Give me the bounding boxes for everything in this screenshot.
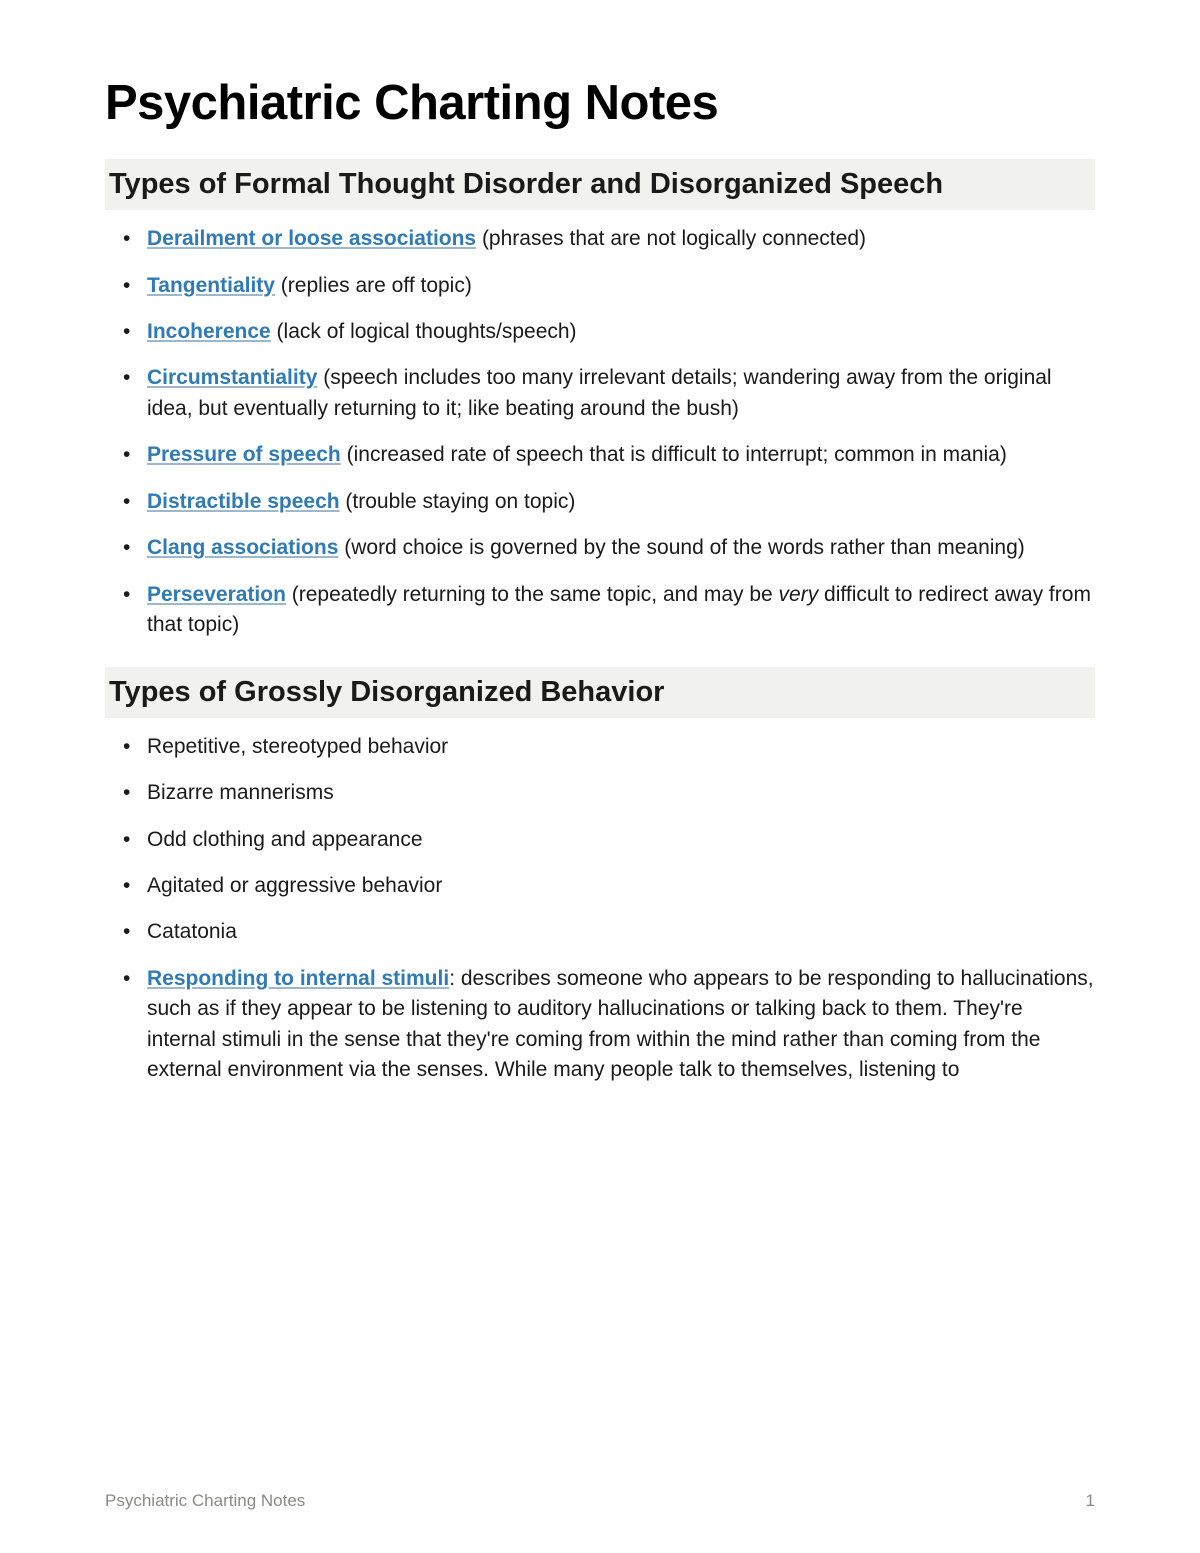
list-item: Agitated or aggressive behavior <box>105 871 1095 901</box>
item-text: Repetitive, stereotyped behavior <box>147 735 448 758</box>
term-description: (trouble staying on topic) <box>340 490 576 513</box>
list-item: Distractible speech (trouble staying on … <box>105 487 1095 517</box>
section2-heading: Types of Grossly Disorganized Behavior <box>105 667 1095 718</box>
list-item: Bizarre mannerisms <box>105 778 1095 808</box>
item-text: Agitated or aggressive behavior <box>147 874 442 897</box>
document-page: Psychiatric Charting Notes Types of Form… <box>0 0 1200 1086</box>
term-link[interactable]: Pressure of speech <box>147 443 341 466</box>
term-link[interactable]: Tangentiality <box>147 274 275 297</box>
list-item: Clang associations (word choice is gover… <box>105 533 1095 563</box>
list-item: Tangentiality (replies are off topic) <box>105 271 1095 301</box>
footer-title: Psychiatric Charting Notes <box>105 1491 305 1511</box>
footer-page-number: 1 <box>1086 1491 1095 1511</box>
term-description: (replies are off topic) <box>275 274 472 297</box>
term-link[interactable]: Distractible speech <box>147 490 340 513</box>
term-link[interactable]: Circumstantiality <box>147 366 317 389</box>
list-item: Responding to internal stimuli: describe… <box>105 964 1095 1086</box>
term-description: (repeatedly returning to the same topic,… <box>286 583 779 606</box>
term-link[interactable]: Responding to internal stimuli <box>147 967 449 990</box>
term-description: (increased rate of speech that is diffic… <box>341 443 1007 466</box>
list-item: Circumstantiality (speech includes too m… <box>105 363 1095 424</box>
section1-heading: Types of Formal Thought Disorder and Dis… <box>105 159 1095 210</box>
item-text: Odd clothing and appearance <box>147 828 423 851</box>
term-link[interactable]: Clang associations <box>147 536 338 559</box>
list-item: Pressure of speech (increased rate of sp… <box>105 440 1095 470</box>
page-footer: Psychiatric Charting Notes 1 <box>105 1491 1095 1511</box>
term-emphasis: very <box>779 583 819 606</box>
list-item: Odd clothing and appearance <box>105 825 1095 855</box>
term-description: (lack of logical thoughts/speech) <box>271 320 577 343</box>
term-link[interactable]: Incoherence <box>147 320 271 343</box>
term-description: (phrases that are not logically connecte… <box>476 227 866 250</box>
term-link[interactable]: Derailment or loose associations <box>147 227 476 250</box>
list-item: Repetitive, stereotyped behavior <box>105 732 1095 762</box>
page-title: Psychiatric Charting Notes <box>105 75 1095 131</box>
list-item: Catatonia <box>105 917 1095 947</box>
section2-list: Repetitive, stereotyped behavior Bizarre… <box>105 732 1095 1086</box>
item-text: Bizarre mannerisms <box>147 781 334 804</box>
section1-list: Derailment or loose associations (phrase… <box>105 224 1095 640</box>
list-item: Incoherence (lack of logical thoughts/sp… <box>105 317 1095 347</box>
term-description: (word choice is governed by the sound of… <box>338 536 1024 559</box>
list-item: Perseveration (repeatedly returning to t… <box>105 580 1095 641</box>
term-link[interactable]: Perseveration <box>147 583 286 606</box>
item-text: Catatonia <box>147 920 237 943</box>
list-item: Derailment or loose associations (phrase… <box>105 224 1095 254</box>
